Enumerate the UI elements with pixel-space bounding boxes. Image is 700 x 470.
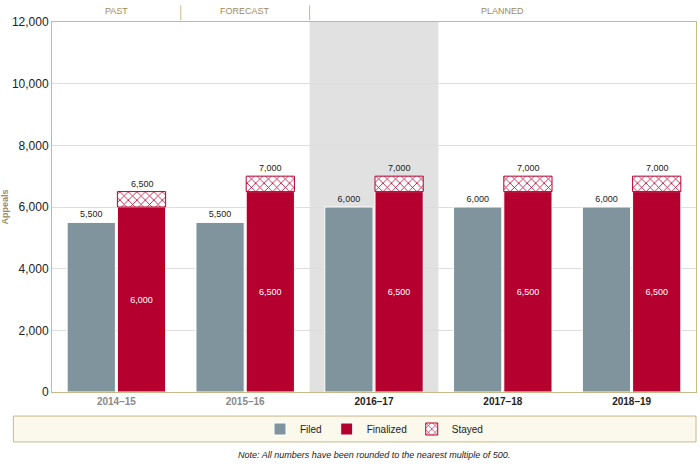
svg-text:6,500: 6,500 <box>259 287 282 297</box>
svg-text:2017–18: 2017–18 <box>483 396 522 407</box>
svg-text:Note: All numbers have been ro: Note: All numbers have been rounded to t… <box>238 450 510 460</box>
svg-text:PLANNED: PLANNED <box>481 6 524 16</box>
svg-text:6,000: 6,000 <box>595 194 618 204</box>
svg-text:7,000: 7,000 <box>517 163 540 173</box>
svg-text:6,000: 6,000 <box>338 194 361 204</box>
svg-text:7,000: 7,000 <box>388 163 411 173</box>
svg-text:6,000: 6,000 <box>19 200 49 214</box>
svg-text:FORECAST: FORECAST <box>220 6 270 16</box>
svg-text:4,000: 4,000 <box>19 262 49 276</box>
svg-text:7,000: 7,000 <box>646 163 669 173</box>
svg-text:6,500: 6,500 <box>131 179 154 189</box>
svg-text:2018–19: 2018–19 <box>612 396 651 407</box>
svg-text:2016–17: 2016–17 <box>355 396 394 407</box>
svg-text:6,500: 6,500 <box>517 287 540 297</box>
svg-text:6,500: 6,500 <box>645 287 668 297</box>
svg-text:2015–16: 2015–16 <box>226 396 265 407</box>
svg-text:7,000: 7,000 <box>259 163 282 173</box>
svg-text:12,000: 12,000 <box>12 15 49 29</box>
svg-text:Filed: Filed <box>300 424 322 435</box>
svg-text:5,500: 5,500 <box>80 209 103 219</box>
svg-text:2014–15: 2014–15 <box>97 396 136 407</box>
svg-text:8,000: 8,000 <box>19 139 49 153</box>
svg-text:10,000: 10,000 <box>12 77 49 91</box>
svg-text:Finalized: Finalized <box>367 424 407 435</box>
svg-text:6,000: 6,000 <box>466 194 489 204</box>
svg-text:5,500: 5,500 <box>209 209 232 219</box>
svg-text:Stayed: Stayed <box>452 424 483 435</box>
svg-text:6,000: 6,000 <box>130 295 153 305</box>
svg-text:6,500: 6,500 <box>388 287 411 297</box>
svg-text:2,000: 2,000 <box>19 324 49 338</box>
svg-text:Appeals: Appeals <box>0 189 10 224</box>
svg-text:0: 0 <box>42 385 49 399</box>
svg-text:PAST: PAST <box>105 6 128 16</box>
